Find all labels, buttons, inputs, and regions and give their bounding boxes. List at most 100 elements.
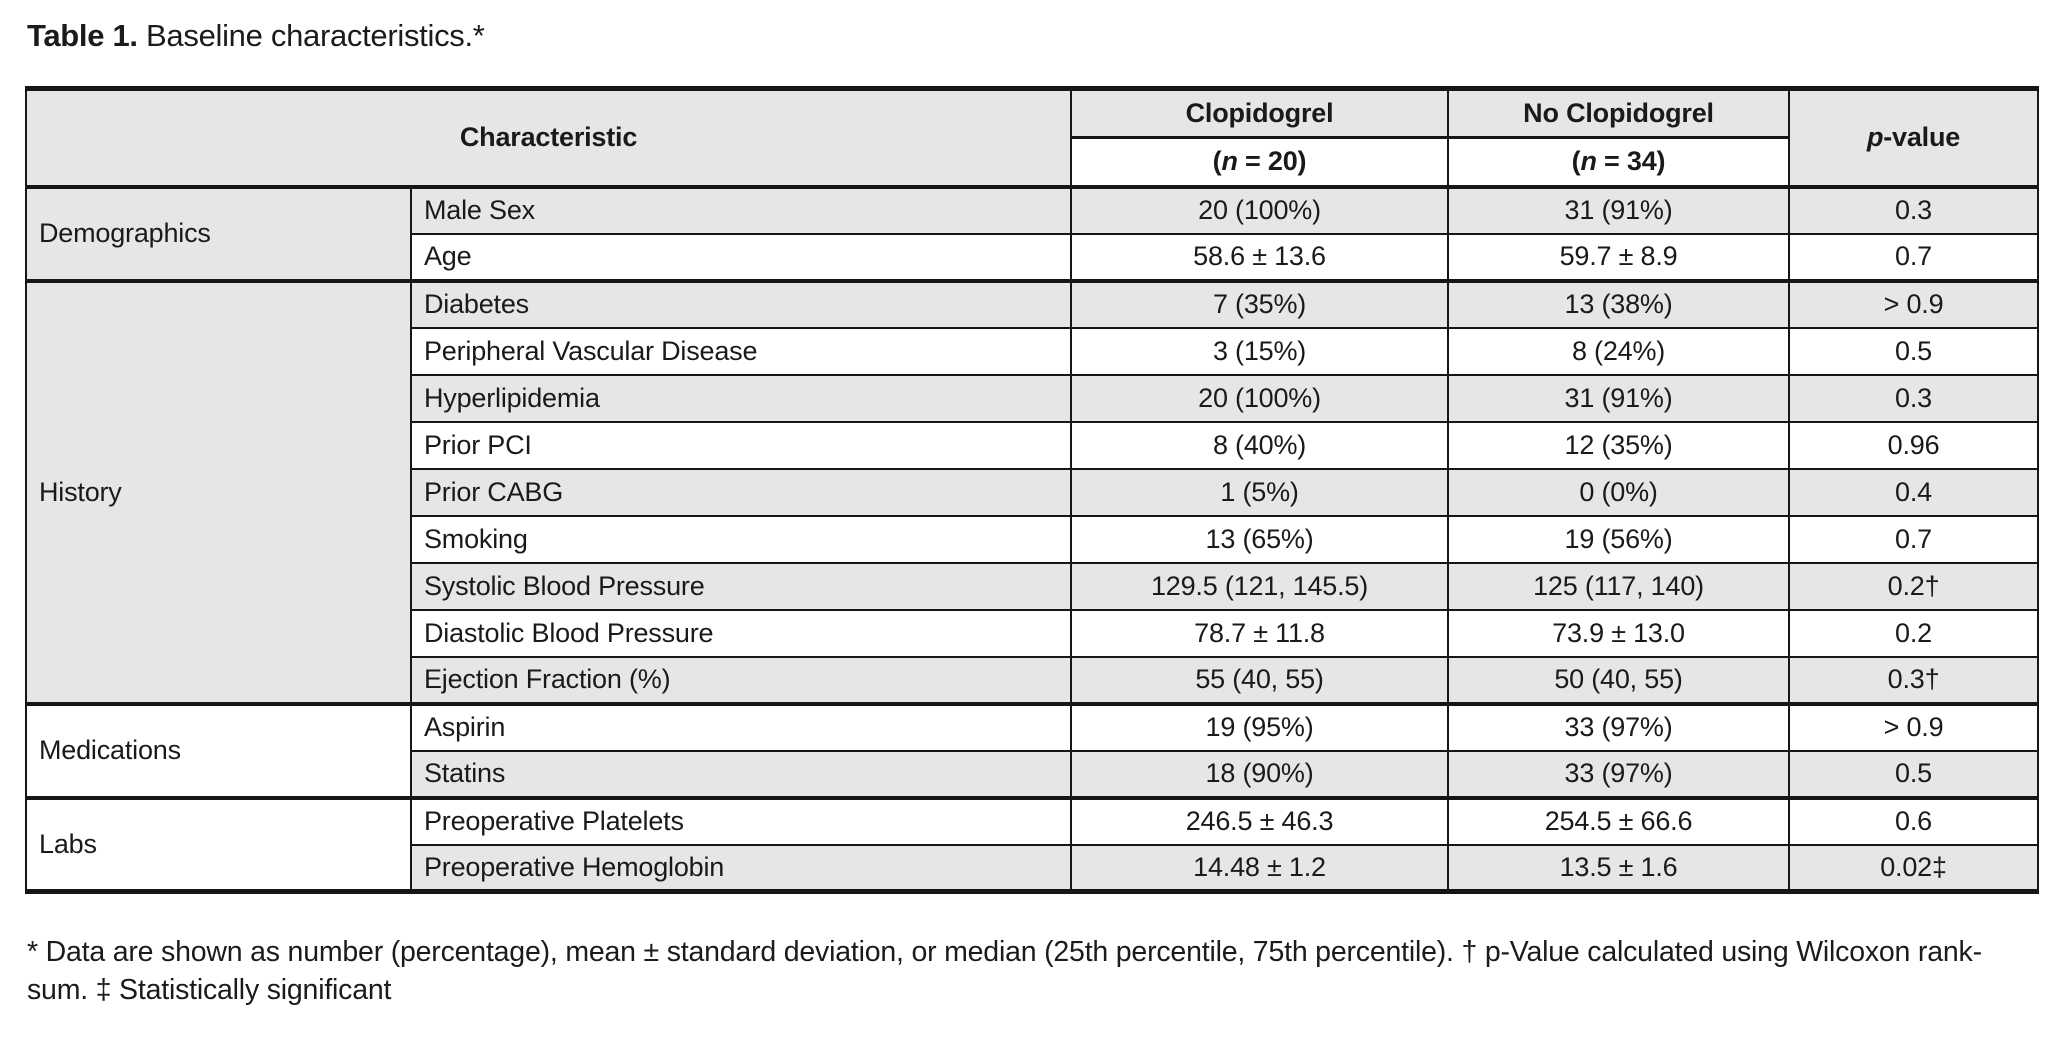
section-label-history: History bbox=[25, 278, 412, 705]
cell-pvalue: 0.2 bbox=[1788, 608, 2040, 658]
italic-n: n bbox=[1580, 146, 1597, 177]
cell-no-clopidogrel: 59.7 ± 8.9 bbox=[1447, 232, 1791, 282]
italic-n: n bbox=[1221, 146, 1238, 177]
cell-pvalue: 0.7 bbox=[1788, 232, 2040, 282]
header-pvalue: p-value bbox=[1788, 87, 2040, 188]
paren: ( bbox=[1571, 146, 1581, 177]
cell-no-clopidogrel: 73.9 ± 13.0 bbox=[1447, 608, 1791, 658]
cell-no-clopidogrel: 33 (97%) bbox=[1447, 749, 1791, 799]
n-count: = 20) bbox=[1237, 146, 1307, 177]
section-label-demographics: Demographics bbox=[25, 184, 412, 282]
cell-clopidogrel: 3 (15%) bbox=[1070, 326, 1450, 376]
table-row: Ejection Fraction (%) 55 (40, 55) 50 (40… bbox=[26, 655, 2040, 705]
table-row: Systolic Blood Pressure 129.5 (121, 145.… bbox=[26, 561, 2040, 611]
cell-no-clopidogrel: 13 (38%) bbox=[1447, 278, 1791, 329]
table-caption: Table 1. Baseline characteristics.* bbox=[27, 18, 2045, 54]
table-caption-number: Table 1. bbox=[27, 18, 138, 53]
cell-clopidogrel: 58.6 ± 13.6 bbox=[1070, 232, 1450, 282]
cell-no-clopidogrel: 12 (35%) bbox=[1447, 420, 1791, 470]
cell-no-clopidogrel: 254.5 ± 66.6 bbox=[1447, 795, 1791, 846]
cell-pvalue: 0.3 bbox=[1788, 373, 2040, 423]
cell-no-clopidogrel: 31 (91%) bbox=[1447, 184, 1791, 235]
cell-pvalue: 0.02‡ bbox=[1788, 843, 2040, 893]
cell-clopidogrel: 78.7 ± 11.8 bbox=[1070, 608, 1450, 658]
header-clopidogrel: Clopidogrel bbox=[1070, 87, 1450, 139]
cell-no-clopidogrel: 19 (56%) bbox=[1447, 514, 1791, 564]
table-row: Hyperlipidemia 20 (100%) 31 (91%) 0.3 bbox=[26, 373, 2040, 423]
cell-clopidogrel: 55 (40, 55) bbox=[1070, 655, 1450, 705]
cell-pvalue: 0.3 bbox=[1788, 184, 2040, 235]
table-row: Labs Preoperative Platelets 246.5 ± 46.3… bbox=[25, 795, 2040, 893]
cell-pvalue: 0.6 bbox=[1788, 795, 2040, 846]
table-caption-text: Baseline characteristics.* bbox=[137, 18, 485, 53]
cell-pvalue: 0.4 bbox=[1788, 467, 2040, 517]
cell-pvalue: 0.3† bbox=[1788, 655, 2040, 705]
row-label: Hyperlipidemia bbox=[409, 373, 1073, 423]
row-label: Peripheral Vascular Disease bbox=[409, 326, 1073, 376]
baseline-characteristics-table: Characteristic Clopidogrel No Clopidogre… bbox=[24, 86, 2040, 894]
cell-no-clopidogrel: 50 (40, 55) bbox=[1447, 655, 1791, 705]
table-body: Demographics Male Sex 20 (100%) 31 (91%)… bbox=[25, 184, 2040, 893]
header-no-clopidogrel: No Clopidogrel bbox=[1447, 87, 1791, 139]
row-label: Male Sex bbox=[409, 184, 1073, 235]
row-label: Statins bbox=[409, 749, 1073, 799]
table-row: Preoperative Hemoglobin 14.48 ± 1.2 13.5… bbox=[26, 843, 2040, 893]
row-label: Preoperative Platelets bbox=[409, 795, 1073, 846]
cell-no-clopidogrel: 13.5 ± 1.6 bbox=[1447, 843, 1791, 893]
row-label: Preoperative Hemoglobin bbox=[409, 843, 1073, 893]
cell-no-clopidogrel: 31 (91%) bbox=[1447, 373, 1791, 423]
cell-pvalue: 0.2† bbox=[1788, 561, 2040, 611]
cell-clopidogrel: 8 (40%) bbox=[1070, 420, 1450, 470]
cell-clopidogrel: 20 (100%) bbox=[1070, 184, 1450, 235]
header-row-1: Characteristic Clopidogrel No Clopidogre… bbox=[24, 87, 2040, 188]
section-label-labs: Labs bbox=[25, 795, 412, 893]
cell-clopidogrel: 13 (65%) bbox=[1070, 514, 1450, 564]
cell-clopidogrel: 19 (95%) bbox=[1070, 701, 1450, 752]
cell-pvalue: > 0.9 bbox=[1788, 701, 2040, 752]
cell-pvalue: 0.96 bbox=[1788, 420, 2040, 470]
table-row: Prior PCI 8 (40%) 12 (35%) 0.96 bbox=[26, 420, 2040, 470]
n-count: = 34) bbox=[1596, 146, 1666, 177]
cell-clopidogrel: 7 (35%) bbox=[1070, 278, 1450, 329]
table-row: History Diabetes 7 (35%) 13 (38%) > 0.9 bbox=[25, 278, 2040, 705]
table-row: Demographics Male Sex 20 (100%) 31 (91%)… bbox=[25, 184, 2040, 282]
cell-no-clopidogrel: 0 (0%) bbox=[1447, 467, 1791, 517]
cell-pvalue: > 0.9 bbox=[1788, 278, 2040, 329]
cell-no-clopidogrel: 125 (117, 140) bbox=[1447, 561, 1791, 611]
page: Table 1. Baseline characteristics.* Char… bbox=[24, 18, 2045, 1006]
cell-clopidogrel: 246.5 ± 46.3 bbox=[1070, 795, 1450, 846]
table-row: Diastolic Blood Pressure 78.7 ± 11.8 73.… bbox=[26, 608, 2040, 658]
table-row: Medications Aspirin 19 (95%) 33 (97%) > … bbox=[25, 701, 2040, 799]
row-label: Smoking bbox=[409, 514, 1073, 564]
table-row: Statins 18 (90%) 33 (97%) 0.5 bbox=[26, 749, 2040, 799]
cell-clopidogrel: 129.5 (121, 145.5) bbox=[1070, 561, 1450, 611]
cell-pvalue: 0.5 bbox=[1788, 749, 2040, 799]
cell-clopidogrel: 20 (100%) bbox=[1070, 373, 1450, 423]
cell-no-clopidogrel: 33 (97%) bbox=[1447, 701, 1791, 752]
table-row: Age 58.6 ± 13.6 59.7 ± 8.9 0.7 bbox=[26, 232, 2040, 282]
header-clopidogrel-n: (n = 20) bbox=[1070, 136, 1450, 188]
header-characteristic: Characteristic bbox=[24, 87, 1073, 188]
paren: ( bbox=[1212, 146, 1222, 177]
table-row: Smoking 13 (65%) 19 (56%) 0.7 bbox=[26, 514, 2040, 564]
cell-clopidogrel: 1 (5%) bbox=[1070, 467, 1450, 517]
cell-clopidogrel: 18 (90%) bbox=[1070, 749, 1450, 799]
row-label: Ejection Fraction (%) bbox=[409, 655, 1073, 705]
header-row-2: (n = 20) (n = 34) bbox=[26, 136, 2038, 188]
cell-pvalue: 0.7 bbox=[1788, 514, 2040, 564]
row-label: Aspirin bbox=[409, 701, 1073, 752]
header-pvalue-italic-p: p bbox=[1866, 122, 1884, 153]
row-label: Prior PCI bbox=[409, 420, 1073, 470]
table-row: Peripheral Vascular Disease 3 (15%) 8 (2… bbox=[26, 326, 2040, 376]
row-label: Age bbox=[409, 232, 1073, 282]
row-label: Diabetes bbox=[409, 278, 1073, 329]
row-label: Systolic Blood Pressure bbox=[409, 561, 1073, 611]
cell-no-clopidogrel: 8 (24%) bbox=[1447, 326, 1791, 376]
table-row: Prior CABG 1 (5%) 0 (0%) 0.4 bbox=[26, 467, 2040, 517]
header-pvalue-rest: -value bbox=[1883, 122, 1961, 153]
section-label-medications: Medications bbox=[25, 701, 412, 799]
header-no-clopidogrel-n: (n = 34) bbox=[1447, 136, 1791, 188]
cell-pvalue: 0.5 bbox=[1788, 326, 2040, 376]
row-label: Prior CABG bbox=[409, 467, 1073, 517]
cell-clopidogrel: 14.48 ± 1.2 bbox=[1070, 843, 1450, 893]
